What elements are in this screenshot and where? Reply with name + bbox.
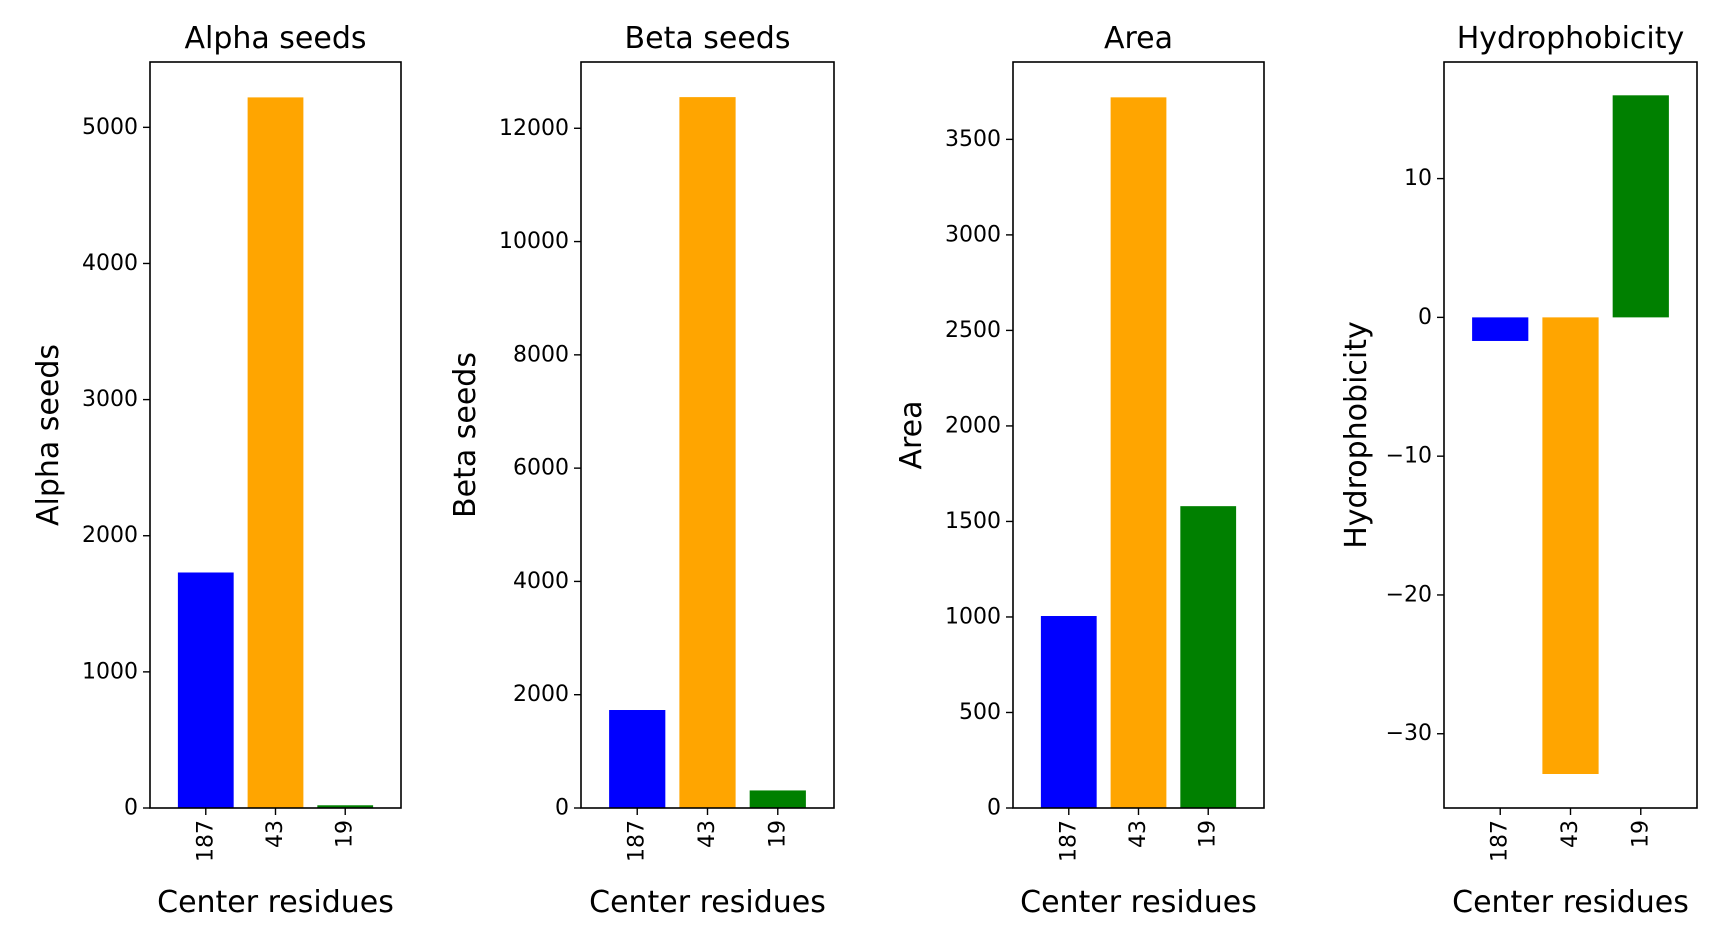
x-tick-label: 43 bbox=[263, 820, 288, 848]
y-tick-label: 2000 bbox=[82, 523, 138, 548]
y-tick-label: 0 bbox=[1418, 305, 1432, 330]
y-tick-label: 500 bbox=[959, 700, 1001, 725]
x-tick-label: 187 bbox=[625, 820, 650, 862]
y-tick-label: 1000 bbox=[82, 659, 138, 684]
bar-187 bbox=[609, 710, 666, 808]
y-tick-label: 3500 bbox=[945, 127, 1001, 152]
y-tick-label: −20 bbox=[1386, 582, 1432, 607]
x-tick-label: 43 bbox=[1558, 820, 1583, 848]
y-tick-label: 6000 bbox=[513, 456, 569, 481]
x-tick-label: 43 bbox=[1126, 820, 1151, 848]
y-tick-label: 3000 bbox=[945, 222, 1001, 247]
bar-187 bbox=[1040, 616, 1097, 808]
bar-19 bbox=[1612, 95, 1669, 318]
subplot-title: Hydrophobicity bbox=[1457, 21, 1685, 56]
subplot-title: Alpha seeds bbox=[184, 21, 366, 56]
subplot-title: Beta seeds bbox=[625, 21, 791, 56]
y-tick-label: −10 bbox=[1386, 444, 1432, 469]
x-axis-label: Center residues bbox=[1452, 885, 1689, 920]
subplot-1: 0 1000 2000 3000 4000 5000 187 43 19 Alpha seeds C… bbox=[31, 21, 402, 920]
bar-43 bbox=[679, 97, 736, 809]
y-tick-label: 0 bbox=[124, 796, 138, 821]
y-tick-label: 12000 bbox=[499, 116, 569, 141]
y-tick-label: −30 bbox=[1386, 721, 1432, 746]
y-tick-label: 2500 bbox=[945, 318, 1001, 343]
y-axis-label: Area bbox=[894, 400, 929, 469]
x-tick-label: 19 bbox=[765, 820, 790, 848]
y-tick-label: 4000 bbox=[513, 569, 569, 594]
y-tick-label: 3000 bbox=[82, 387, 138, 412]
y-axis-label: Beta seeds bbox=[448, 352, 483, 518]
subplot-4: −30 −20 −10 0 10 187 43 19 Hydrophobicity Center … bbox=[1339, 21, 1698, 920]
y-tick-label: 5000 bbox=[82, 115, 138, 140]
bar-187 bbox=[1472, 317, 1529, 341]
x-tick-label: 19 bbox=[333, 820, 358, 848]
y-tick-label: 0 bbox=[555, 796, 569, 821]
bar-187 bbox=[177, 572, 234, 808]
subplot-title: Area bbox=[1104, 21, 1173, 56]
bar-19 bbox=[317, 805, 374, 808]
y-tick-label: 1000 bbox=[945, 604, 1001, 629]
x-tick-label: 187 bbox=[1488, 820, 1513, 862]
bar-43 bbox=[1542, 317, 1599, 774]
x-tick-label: 187 bbox=[1056, 820, 1081, 862]
y-tick-label: 2000 bbox=[513, 682, 569, 707]
bar-19 bbox=[749, 790, 806, 808]
x-axis-label: Center residues bbox=[1020, 885, 1257, 920]
y-tick-label: 4000 bbox=[82, 251, 138, 276]
x-axis-label: Center residues bbox=[157, 885, 394, 920]
y-tick-label: 10000 bbox=[499, 229, 569, 254]
x-tick-label: 187 bbox=[193, 820, 218, 862]
y-tick-label: 1500 bbox=[945, 509, 1001, 534]
x-axis-label: Center residues bbox=[589, 885, 826, 920]
bar-43 bbox=[1110, 97, 1167, 809]
bar-19 bbox=[1180, 506, 1237, 808]
y-tick-label: 8000 bbox=[513, 342, 569, 367]
y-axis-label: Alpha seeds bbox=[31, 344, 66, 526]
x-tick-label: 19 bbox=[1628, 820, 1653, 848]
y-tick-label: 0 bbox=[987, 796, 1001, 821]
x-tick-label: 43 bbox=[695, 820, 720, 848]
subplot-3: 0 500 1000 1500 2000 2500 3000 3500 187 43 19 Area C… bbox=[894, 21, 1265, 920]
bar-43 bbox=[247, 97, 304, 808]
y-axis-label: Hydrophobicity bbox=[1339, 321, 1374, 549]
x-tick-label: 19 bbox=[1196, 820, 1221, 848]
subplot-2: 0 2000 4000 6000 8000 10000 12000 187 43 19 Beta s… bbox=[448, 21, 835, 920]
y-tick-label: 10 bbox=[1404, 166, 1432, 191]
y-tick-label: 2000 bbox=[945, 413, 1001, 438]
